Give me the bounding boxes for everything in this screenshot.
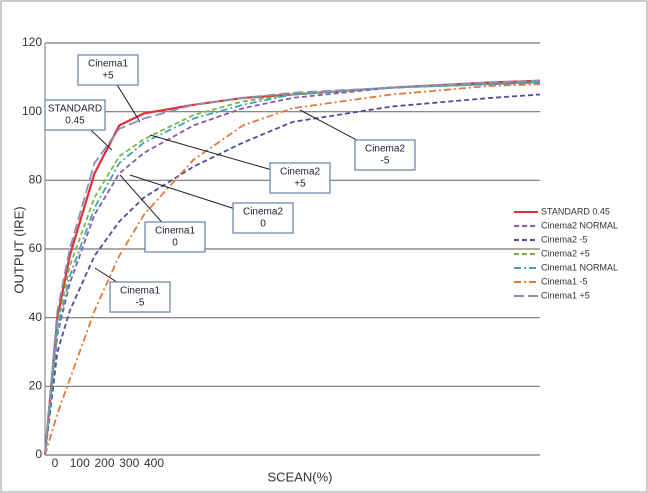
y-tick-label: 100 [22,104,42,118]
y-tick-label: 40 [29,310,43,324]
callout-text: Cinema2 [365,144,405,155]
callout-text: -5 [136,298,145,309]
y-tick-label: 80 [29,173,43,187]
x-tick-label: 100 [70,456,90,470]
legend-label: Cinema2 NORMAL [541,220,618,230]
legend-label: Cinema2 -5 [541,234,588,244]
y-axis-label: OUTPUT (IRE) [11,206,26,293]
y-tick-label: 60 [29,241,43,255]
series-line [44,93,541,456]
callout-box [44,99,106,131]
series-line [44,81,541,456]
callout-box [354,139,416,171]
y-tick-label: 120 [22,35,42,49]
x-tick-label: 300 [119,456,139,470]
callout-text: Cinema1 [120,286,160,297]
x-axis-label: SCEAN(%) [267,469,332,484]
series-line [44,79,541,456]
callout-text: -5 [381,156,390,167]
callout-text: Cinema1 [155,226,195,237]
callout-text: 0 [172,238,178,249]
legend-label: Cinema2 +5 [541,248,590,258]
callout-text: Cinema2 [243,207,283,218]
callout-text: Cinema1 [88,59,128,70]
x-tick-label: 0 [52,456,59,470]
callout-text: 0 [260,219,266,230]
callout-box [109,281,171,313]
callout-box [232,202,294,234]
callout-text: Cinema2 [280,167,320,178]
series-line [44,81,541,456]
callout-text: +5 [294,179,306,190]
callout-text: STANDARD [48,104,102,115]
legend-label: Cinema1 NORMAL [541,262,618,272]
y-tick-label: 0 [35,447,42,461]
callout-text: +5 [102,71,114,82]
legend-label: Cinema1 -5 [541,276,588,286]
x-tick-label: 200 [94,456,114,470]
callout-text: 0.45 [65,116,85,127]
x-tick-label: 400 [144,456,164,470]
callout-box [77,54,139,86]
y-tick-label: 20 [29,379,43,393]
legend-label: Cinema1 +5 [541,290,590,300]
legend-label: STANDARD 0.45 [541,206,610,216]
callout-box [144,221,206,253]
callout-box [269,162,331,194]
